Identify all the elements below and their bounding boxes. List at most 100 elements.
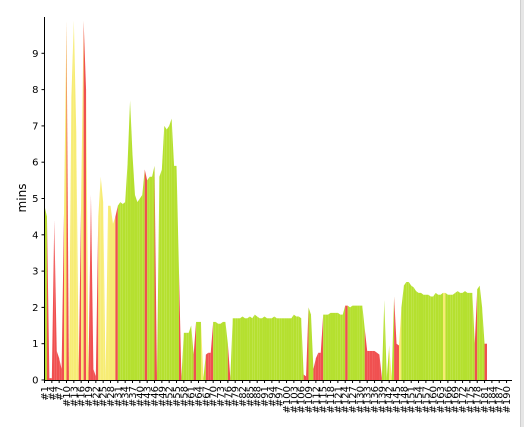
build-area-pass[interactable] (430, 296, 434, 380)
build-area-pass[interactable] (350, 305, 353, 380)
build-area-pass[interactable] (274, 316, 277, 380)
build-area-pass[interactable] (235, 318, 238, 380)
build-area-pass[interactable] (411, 285, 414, 380)
build-area-pass[interactable] (264, 316, 267, 380)
build-area-fail[interactable] (49, 378, 52, 380)
build-area-fail[interactable] (193, 321, 197, 380)
build-area-pass[interactable] (332, 312, 336, 380)
build-area-pass[interactable] (249, 316, 253, 380)
build-area-pass[interactable] (152, 165, 155, 380)
build-area-pass[interactable] (134, 194, 138, 380)
build-area-pass[interactable] (342, 305, 346, 380)
build-area-pass[interactable] (218, 323, 221, 380)
build-area-pass[interactable] (164, 125, 167, 381)
build-area-pass[interactable] (391, 296, 395, 380)
build-area-pass[interactable] (257, 316, 260, 380)
build-area-pass[interactable] (413, 287, 417, 380)
build-area-fail[interactable] (144, 169, 148, 380)
build-area-pass[interactable] (359, 305, 363, 380)
build-area-pass[interactable] (447, 294, 451, 380)
build-area-pass[interactable] (244, 318, 248, 380)
build-area-pass[interactable] (213, 321, 216, 380)
build-area-pass[interactable] (435, 292, 439, 380)
build-area-pass[interactable] (416, 291, 419, 380)
build-area-fail[interactable] (394, 296, 397, 380)
build-area-pass[interactable] (259, 318, 263, 380)
build-area-pass[interactable] (122, 202, 126, 380)
build-area-pass[interactable] (174, 165, 177, 380)
build-area-fail[interactable] (306, 307, 309, 380)
build-area-pass[interactable] (457, 291, 461, 380)
build-area-pass[interactable] (176, 165, 179, 380)
build-area-pass[interactable] (203, 354, 206, 380)
build-area-pass[interactable] (438, 294, 441, 380)
build-area-pass[interactable] (425, 294, 429, 380)
build-area-pass[interactable] (169, 118, 172, 380)
build-area-pass[interactable] (362, 305, 365, 380)
build-area-warn[interactable] (86, 89, 89, 380)
build-area-pass[interactable] (325, 314, 329, 380)
build-area-pass[interactable] (279, 318, 282, 380)
build-area-pass[interactable] (423, 294, 426, 380)
build-area-pass[interactable] (125, 162, 128, 380)
build-area-fail[interactable] (313, 358, 316, 380)
build-area-pass[interactable] (482, 307, 485, 380)
build-area-warn[interactable] (100, 176, 104, 380)
build-area-fail[interactable] (318, 352, 321, 380)
build-area-pass[interactable] (291, 314, 294, 380)
build-area-pass[interactable] (301, 318, 304, 380)
build-area-pass[interactable] (117, 202, 121, 380)
build-area-warn[interactable] (442, 292, 446, 380)
build-area-fail[interactable] (56, 350, 60, 380)
build-area-pass[interactable] (477, 285, 480, 380)
build-area-fail[interactable] (345, 305, 348, 380)
build-area-pass[interactable] (161, 125, 165, 381)
build-area-pass[interactable] (464, 291, 468, 380)
build-area-pass[interactable] (386, 345, 390, 380)
build-area-pass[interactable] (428, 294, 431, 380)
build-area-pass[interactable] (198, 321, 201, 380)
build-area-fail[interactable] (396, 343, 399, 380)
build-area-pass[interactable] (340, 314, 343, 380)
build-area-pass[interactable] (137, 198, 140, 381)
build-area-pass[interactable] (403, 281, 407, 380)
build-area-fail[interactable] (88, 194, 91, 380)
build-area-pass[interactable] (347, 305, 351, 380)
build-area-pass[interactable] (293, 314, 297, 380)
build-area-pass[interactable] (440, 292, 443, 380)
build-area-fail[interactable] (484, 343, 487, 380)
build-area-pass[interactable] (467, 292, 470, 380)
build-area-fail[interactable] (90, 194, 94, 380)
build-area-fail[interactable] (95, 216, 99, 380)
build-area-warn[interactable] (110, 205, 113, 380)
build-area-pass[interactable] (445, 292, 448, 380)
build-area-fail[interactable] (374, 350, 377, 380)
build-area-pass[interactable] (237, 318, 241, 380)
build-area-fail[interactable] (61, 209, 65, 380)
build-area-pass[interactable] (188, 325, 192, 380)
build-area-pass[interactable] (166, 125, 170, 381)
build-area-fail[interactable] (315, 352, 319, 380)
build-area-fail[interactable] (364, 329, 368, 380)
build-area-pass[interactable] (130, 100, 133, 381)
build-area-pass[interactable] (191, 325, 194, 380)
build-area-fail[interactable] (369, 350, 373, 380)
build-area-pass[interactable] (149, 176, 153, 380)
build-area-pass[interactable] (418, 292, 421, 380)
build-area-pass[interactable] (408, 281, 412, 380)
build-area-warn[interactable] (64, 20, 67, 380)
build-area-warn[interactable] (105, 205, 109, 380)
build-area-warn[interactable] (112, 216, 116, 380)
build-area-fail[interactable] (178, 271, 182, 380)
build-area-warn[interactable] (108, 205, 111, 380)
build-area-pass[interactable] (330, 312, 333, 380)
build-area-pass[interactable] (455, 291, 458, 380)
build-area-pass[interactable] (296, 316, 299, 380)
build-area-pass[interactable] (271, 316, 275, 380)
build-area-fail[interactable] (210, 321, 214, 380)
build-area-warn[interactable] (200, 321, 204, 380)
build-area-pass[interactable] (401, 285, 404, 380)
build-area-pass[interactable] (156, 176, 160, 380)
build-area-warn[interactable] (103, 202, 106, 380)
build-area-fail[interactable] (154, 165, 157, 380)
